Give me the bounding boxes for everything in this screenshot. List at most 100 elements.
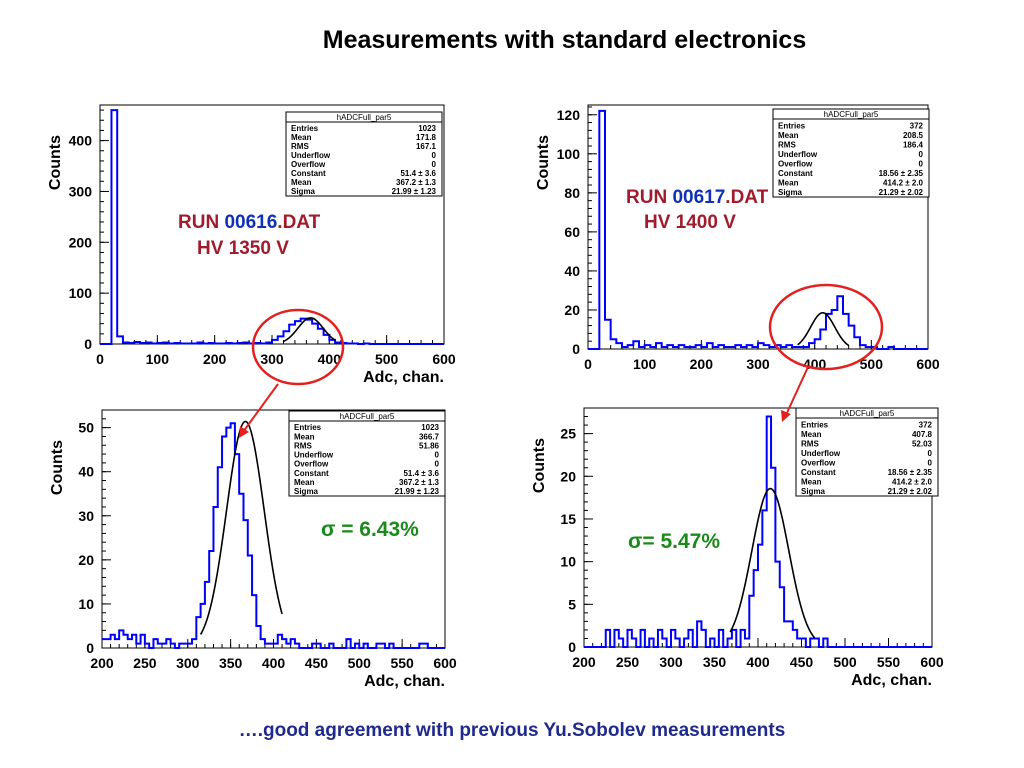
x-tick-label: 250 <box>133 655 157 671</box>
stats-key: Sigma <box>778 188 803 197</box>
stats-key: Sigma <box>291 187 316 196</box>
arrow-head-run2 <box>781 410 791 422</box>
stats-key: Constant <box>291 169 326 178</box>
y-tick-label: 40 <box>78 464 94 480</box>
stats-value: 0 <box>928 449 933 458</box>
x-tick-label: 550 <box>877 654 901 670</box>
stats-value: 372 <box>919 421 933 430</box>
chart-zoom_616: 200 250 300 350 400 450 500 550 600 0 10 20 30 40 50 Co… <box>49 409 457 690</box>
run1-prefix: RUN <box>178 212 225 233</box>
stats-box: hADCFull_par5 Entries 1023 Mean 366.7 RMS 51.8… <box>288 410 446 497</box>
y-axis-label: Counts <box>49 440 66 495</box>
stats-value: 0 <box>435 460 440 469</box>
stats-key: Mean <box>291 178 312 187</box>
stats-value: 171.8 <box>416 133 437 142</box>
x-tick-label: 200 <box>572 654 596 670</box>
stats-title: hADCFull_par5 <box>824 110 879 119</box>
chart-full_617: 0 100 200 300 400 500 600020406080100120Counts… <box>535 104 940 372</box>
x-tick-label: 100 <box>633 356 657 372</box>
stats-key: Mean <box>294 432 315 441</box>
histogram-series <box>100 109 444 345</box>
stats-value: 18.56 ± 2.35 <box>879 169 924 178</box>
run2-hv: HV 1400 V <box>644 212 736 233</box>
y-tick-label: 20 <box>78 552 94 568</box>
stats-value: 51.86 <box>419 441 440 450</box>
footer-note: ….good agreement with previous Yu.Sobole… <box>238 720 786 741</box>
stats-key: Overflow <box>778 160 813 169</box>
sigma1-label: σ = 6.43% <box>321 518 419 541</box>
run2-suffix: .DAT <box>725 187 769 208</box>
stats-key: Overflow <box>294 460 329 469</box>
stats-key: Overflow <box>801 459 836 468</box>
x-tick-label: 500 <box>348 655 372 671</box>
stats-value: 0 <box>432 160 437 169</box>
x-tick-label: 250 <box>616 654 640 670</box>
gaussian-fit <box>797 311 850 347</box>
x-tick-label: 0 <box>96 351 104 367</box>
stats-value: 21.99 ± 1.23 <box>392 187 437 196</box>
highlight-circle-run2 <box>768 283 884 371</box>
stats-key: Mean <box>294 478 315 487</box>
stats-value: 51.4 ± 3.6 <box>400 169 436 178</box>
stats-title: hADCFull_par5 <box>340 412 395 421</box>
stats-value: 367.2 ± 1.3 <box>396 178 437 187</box>
chart-full_616: 0 100 200 300 400 500 600 0 100 200 300 400 Counts Ad… <box>47 104 456 386</box>
stats-value: 0 <box>919 160 924 169</box>
gaussian-fit <box>283 317 336 343</box>
arrow-run1 <box>242 383 279 433</box>
run2-annotation: RUN 00617.DAT <box>626 187 768 209</box>
stats-key: Entries <box>291 124 319 133</box>
y-axis-label: Counts <box>47 135 64 190</box>
x-tick-label: 300 <box>746 356 770 372</box>
y-tick-label: 200 <box>69 234 93 250</box>
stats-value: 208.5 <box>903 131 924 140</box>
run1-annotation: RUN 00616.DAT <box>178 212 320 234</box>
y-tick-label: 60 <box>564 224 580 240</box>
run2-number: 00617 <box>672 187 726 208</box>
stats-key: RMS <box>801 440 819 449</box>
y-tick-label: 25 <box>560 426 576 442</box>
stats-key: Mean <box>778 131 799 140</box>
stats-key: Mean <box>801 430 822 439</box>
run1-suffix: .DAT <box>277 212 321 233</box>
gaussian-fit <box>729 487 816 639</box>
stats-value: 0 <box>919 150 924 159</box>
stats-value: 21.99 ± 1.23 <box>395 487 440 496</box>
run1-number: 00616 <box>224 212 278 233</box>
run2-prefix: RUN <box>626 187 673 208</box>
stats-key: Underflow <box>291 151 331 160</box>
stats-key: Entries <box>294 423 322 432</box>
stats-value: 0 <box>928 459 933 468</box>
x-tick-label: 500 <box>860 356 884 372</box>
stats-value: 1023 <box>418 124 436 133</box>
stats-value: 51.4 ± 3.6 <box>403 469 439 478</box>
arrow-run2 <box>785 366 809 416</box>
gaussian-fit <box>199 420 283 635</box>
stats-key: Constant <box>778 169 813 178</box>
y-tick-label: 100 <box>557 146 581 162</box>
x-axis-label: Adc, chan. <box>364 673 445 690</box>
stats-frame <box>288 410 446 497</box>
y-tick-label: 0 <box>86 640 94 656</box>
y-tick-label: 20 <box>564 302 580 318</box>
histogram-series <box>102 422 445 649</box>
y-tick-label: 0 <box>572 341 580 357</box>
stats-key: Underflow <box>778 150 818 159</box>
x-tick-label: 100 <box>146 351 170 367</box>
stats-key: RMS <box>291 142 309 151</box>
stats-box: hADCFull_par5 Entries 372 Mean 208.5 RMS 186.4… <box>772 108 930 198</box>
stats-box: hADCFull_par5 Entries 372 Mean 407.8 RMS 52.03… <box>795 407 939 497</box>
x-tick-label: 600 <box>920 654 944 670</box>
x-tick-label: 300 <box>659 654 683 670</box>
y-tick-label: 10 <box>560 554 576 570</box>
x-tick-label: 200 <box>690 356 714 372</box>
y-tick-label: 100 <box>69 285 93 301</box>
stats-value: 18.56 ± 2.35 <box>888 468 933 477</box>
y-tick-label: 10 <box>78 596 94 612</box>
x-tick-label: 200 <box>90 655 114 671</box>
x-tick-label: 450 <box>790 654 814 670</box>
stats-key: Underflow <box>294 451 334 460</box>
stats-key: Mean <box>291 133 312 142</box>
y-tick-label: 40 <box>564 263 580 279</box>
